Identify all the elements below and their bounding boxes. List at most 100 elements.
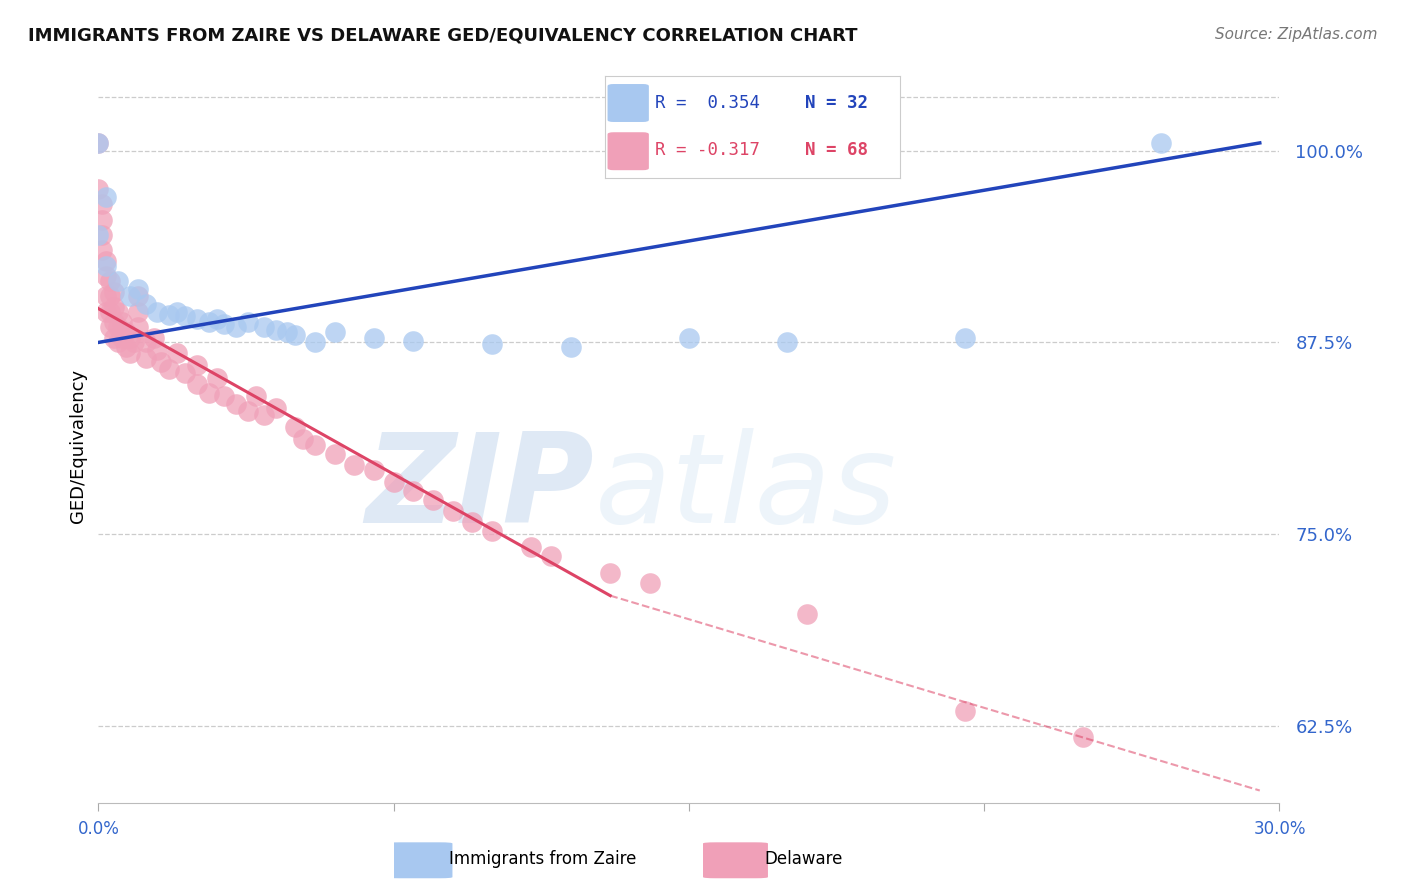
Point <box>107 320 129 334</box>
Point <box>98 320 121 334</box>
Point <box>157 361 180 376</box>
Point <box>186 376 208 391</box>
Point <box>115 340 138 354</box>
Text: 0.0%: 0.0% <box>77 820 120 838</box>
Point <box>186 312 208 326</box>
Text: N = 68: N = 68 <box>806 141 869 159</box>
Point <box>678 331 700 345</box>
Text: R =  0.354: R = 0.354 <box>655 94 759 112</box>
Point <box>343 458 366 473</box>
Point <box>135 351 157 365</box>
Point <box>91 244 114 258</box>
Point <box>166 346 188 360</box>
Point <box>214 317 236 331</box>
Point <box>292 432 315 446</box>
Point <box>135 335 157 350</box>
Point <box>115 325 138 339</box>
Point <box>461 515 484 529</box>
Point <box>253 320 276 334</box>
Point <box>98 274 121 288</box>
Point <box>103 316 125 330</box>
Point <box>146 304 169 318</box>
Point <box>284 419 307 434</box>
Point <box>560 340 582 354</box>
Point <box>402 484 425 499</box>
Point <box>796 607 818 621</box>
Point <box>225 397 247 411</box>
Point <box>127 304 149 318</box>
FancyBboxPatch shape <box>607 84 650 122</box>
Point <box>186 359 208 373</box>
Point <box>146 343 169 357</box>
Point <box>98 304 121 318</box>
Point <box>197 316 219 330</box>
Text: 30.0%: 30.0% <box>1253 820 1306 838</box>
Text: Source: ZipAtlas.com: Source: ZipAtlas.com <box>1215 27 1378 42</box>
Point <box>953 704 976 718</box>
Point <box>284 327 307 342</box>
Point <box>111 316 134 330</box>
Point <box>103 331 125 345</box>
Point <box>142 331 165 345</box>
Text: ZIP: ZIP <box>366 428 595 549</box>
Point <box>87 136 110 150</box>
Point <box>127 289 149 303</box>
Text: IMMIGRANTS FROM ZAIRE VS DELAWARE GED/EQUIVALENCY CORRELATION CHART: IMMIGRANTS FROM ZAIRE VS DELAWARE GED/EQ… <box>28 27 858 45</box>
Text: N = 32: N = 32 <box>806 94 869 112</box>
Text: Immigrants from Zaire: Immigrants from Zaire <box>450 849 637 868</box>
Point <box>276 325 298 339</box>
Point <box>382 475 405 489</box>
Point <box>118 289 141 303</box>
Point <box>87 136 110 150</box>
Point <box>197 386 219 401</box>
Point <box>118 346 141 360</box>
Point <box>111 331 134 345</box>
Point <box>245 389 267 403</box>
Point <box>96 289 118 303</box>
Point <box>127 282 149 296</box>
Point <box>323 447 346 461</box>
Point <box>441 504 464 518</box>
Point <box>540 549 562 563</box>
Point <box>118 331 141 345</box>
Point <box>127 320 149 334</box>
Point <box>103 300 125 314</box>
Point <box>107 274 129 288</box>
Y-axis label: GED/Equivalency: GED/Equivalency <box>69 369 87 523</box>
Point <box>96 254 118 268</box>
Point <box>122 335 145 350</box>
Point <box>96 269 118 284</box>
Point <box>107 335 129 350</box>
Point <box>174 366 197 380</box>
Point <box>236 316 259 330</box>
Point <box>953 331 976 345</box>
Point <box>599 566 621 580</box>
Point <box>481 337 503 351</box>
FancyBboxPatch shape <box>607 132 650 170</box>
FancyBboxPatch shape <box>703 842 768 879</box>
FancyBboxPatch shape <box>388 842 453 879</box>
Point <box>225 320 247 334</box>
Point <box>87 227 110 242</box>
Point <box>776 335 799 350</box>
Point <box>264 323 287 337</box>
Point <box>253 408 276 422</box>
Point <box>96 304 118 318</box>
Point <box>422 493 444 508</box>
Point <box>205 370 228 384</box>
Point <box>638 576 661 591</box>
Point <box>91 212 114 227</box>
Point <box>363 463 385 477</box>
Point <box>214 389 236 403</box>
Point <box>150 355 173 369</box>
Point <box>91 197 114 211</box>
Text: R = -0.317: R = -0.317 <box>655 141 759 159</box>
Point <box>264 401 287 416</box>
Point <box>520 540 543 554</box>
Point <box>236 404 259 418</box>
Point <box>96 189 118 203</box>
Point <box>157 308 180 322</box>
Point <box>481 524 503 538</box>
Point <box>304 335 326 350</box>
Point <box>174 310 197 324</box>
